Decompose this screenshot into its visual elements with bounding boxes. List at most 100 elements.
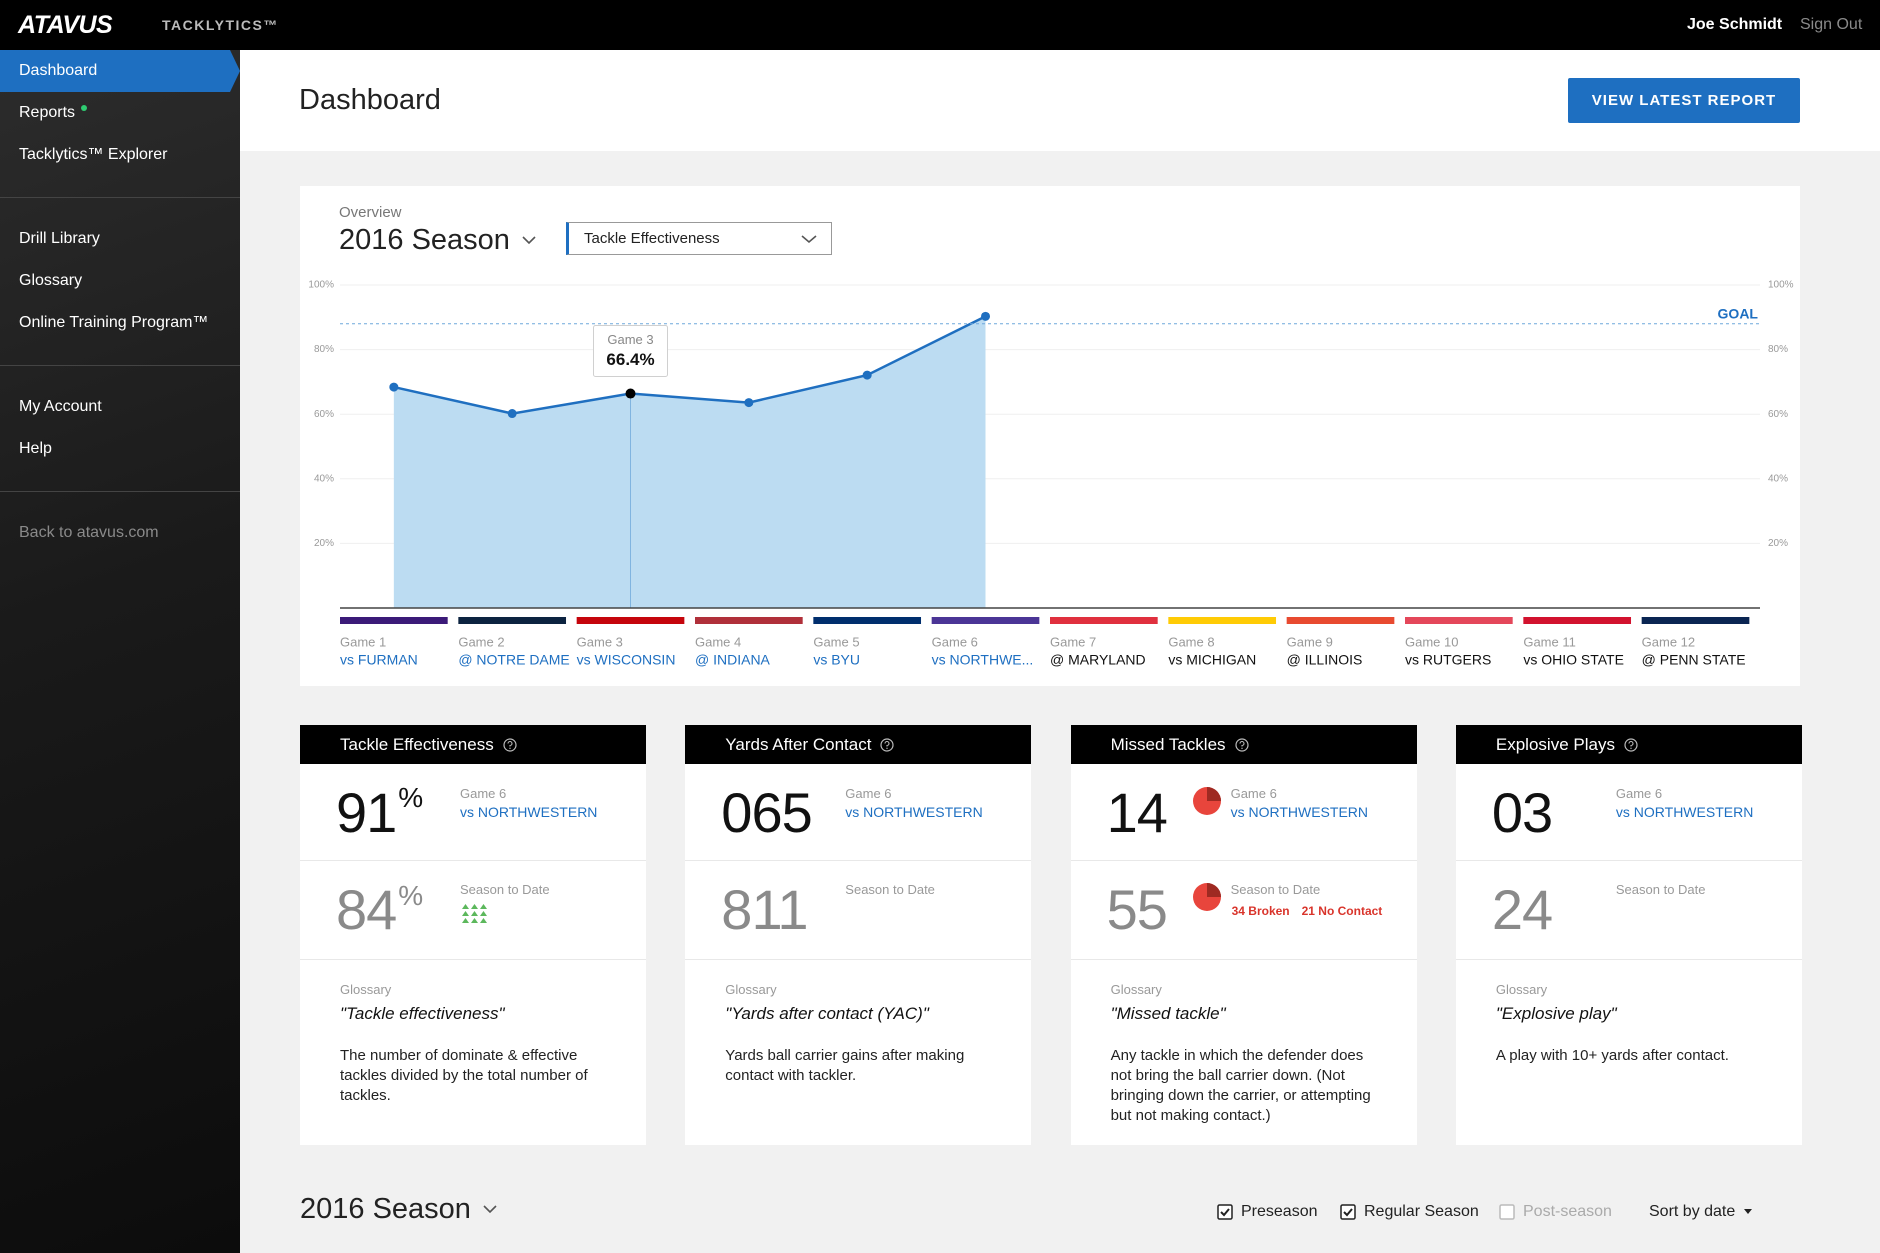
stat-card-title: Explosive Plays xyxy=(1495,734,1615,754)
pie-wedge xyxy=(1206,883,1221,897)
point xyxy=(507,409,517,419)
stat-caption: Season to Date xyxy=(845,882,935,897)
stat-value: 55 xyxy=(1106,878,1168,941)
overview-label: Overview xyxy=(339,204,402,221)
stat-caption: Season to Date xyxy=(1230,882,1321,897)
stat-value: 03 xyxy=(1491,780,1553,844)
game-label: Game 4 xyxy=(695,634,741,649)
team-color-bar xyxy=(1405,617,1513,624)
metric-dropdown-label: Tackle Effectiveness xyxy=(584,230,720,247)
nav-item-label: Reports xyxy=(19,104,76,121)
sort-label: Sort by date xyxy=(1649,1203,1736,1220)
opponent-label: @ ILLINOIS xyxy=(1287,652,1363,668)
checkbox-check xyxy=(1220,1208,1230,1217)
nav-item[interactable]: Tacklytics™ Explorer xyxy=(19,134,167,176)
area xyxy=(393,316,986,608)
stat-row xyxy=(300,764,646,861)
game-label: Game 11 xyxy=(1523,634,1576,649)
help-mark xyxy=(507,740,513,746)
nav-item[interactable]: Dashboard xyxy=(19,50,97,92)
glossary-definition: Yards ball carrier gains after making co… xyxy=(725,1047,965,1084)
trend-triangle xyxy=(480,904,487,909)
opponent-label: vs NORTHWE... xyxy=(932,652,1034,668)
team-color-bar xyxy=(340,617,448,624)
stat-row xyxy=(1455,860,1802,960)
glossary-definition: The number of dominate & effective tackl… xyxy=(340,1047,588,1104)
product-name: TACKLYTICS™ xyxy=(162,17,279,33)
glossary-label: Glossary xyxy=(1110,982,1162,997)
help-icon xyxy=(1234,737,1249,752)
help-dot xyxy=(509,747,511,749)
glossary-label: Glossary xyxy=(1495,982,1548,997)
stat-card: Missed Tackles 14 Game 6 vs NORTHWESTERN 55 S… xyxy=(1070,725,1417,1145)
metric-dropdown[interactable]: Tackle Effectiveness xyxy=(566,222,832,255)
nav-item[interactable]: My Account xyxy=(19,386,102,428)
glossary-label: Glossary xyxy=(725,982,777,997)
checkbox-box xyxy=(1217,1204,1233,1220)
nav-item[interactable]: Help xyxy=(19,428,52,470)
line xyxy=(393,315,987,415)
game-label: Game 10 xyxy=(1405,634,1458,649)
stat-row xyxy=(300,860,646,960)
trend-triangle xyxy=(480,918,487,923)
nav-item[interactable]: Glossary xyxy=(19,260,82,302)
team-color-bar xyxy=(1168,617,1277,624)
opponent-label: vs RUTGERS xyxy=(1405,652,1491,668)
pie-wedge xyxy=(1206,787,1221,801)
season-selector[interactable]: 2016 Season xyxy=(339,222,538,258)
opponent-label: @ NOTRE DAME xyxy=(458,652,569,668)
nav-item-label: Online Training Program™ xyxy=(19,314,209,331)
opponent-label: @ INDIANA xyxy=(695,652,771,668)
help-circle xyxy=(1234,737,1249,752)
nav-separator xyxy=(0,491,240,492)
opponent-label: vs OHIO STATE xyxy=(1523,652,1624,668)
stat-card: Yards After Contact 065 Game 6 vs NORTHWEST… xyxy=(685,725,1032,1145)
page-title: Dashboard xyxy=(299,84,441,116)
game-label: Game 6 xyxy=(932,634,978,649)
nav-item-label: Tacklytics™ Explorer xyxy=(19,146,168,163)
sort-caret xyxy=(1744,1209,1753,1214)
trend-triangle xyxy=(462,911,469,916)
tooltip-value: 66.4% xyxy=(606,350,654,369)
nav-footer-link[interactable]: Back to atavus.com xyxy=(19,524,159,541)
y2-tick-label: 100% xyxy=(1768,280,1794,291)
nav-item[interactable]: Reports xyxy=(19,92,88,134)
nav-item[interactable]: Drill Library xyxy=(19,218,100,260)
tooltip-title: Game 3 xyxy=(607,332,653,347)
stat-value: 811 xyxy=(721,878,808,941)
trend-triangle xyxy=(462,904,469,909)
game-label: Game 9 xyxy=(1287,634,1333,649)
goal-label: GOAL xyxy=(1718,305,1759,321)
stat-value-box: 91% xyxy=(336,764,423,860)
stat-row xyxy=(1070,764,1417,861)
y-tick-label: 40% xyxy=(314,473,334,484)
stat-value: 84 xyxy=(336,878,397,941)
stat-caption: Game 6 xyxy=(1230,786,1277,801)
season-title: 2016 Season xyxy=(339,223,510,256)
stat-unit: % xyxy=(398,879,424,911)
nav-item-label: Help xyxy=(19,440,52,457)
nav-badge xyxy=(81,105,88,111)
pie-icon xyxy=(1192,787,1221,815)
stat-caption: Game 6 xyxy=(1615,786,1663,801)
nav-item[interactable]: Online Training Program™ xyxy=(19,302,208,344)
sign-out[interactable]: Sign Out xyxy=(1800,16,1863,33)
nav-separator xyxy=(0,197,240,198)
user-name[interactable]: Joe Schmidt xyxy=(1687,16,1783,33)
stat-row xyxy=(685,764,1032,861)
sort-control[interactable]: Sort by date xyxy=(1649,1201,1756,1223)
season-list-header[interactable]: 2016 Season xyxy=(300,1191,499,1227)
game-label: Game 3 xyxy=(577,634,623,649)
filter-checkbox[interactable]: Regular Season xyxy=(1340,1201,1479,1223)
filter-checkbox[interactable]: Preseason xyxy=(1217,1201,1318,1223)
trend-icon xyxy=(462,904,487,923)
stat-opponent: vs NORTHWESTERN xyxy=(1615,804,1754,820)
help-dot xyxy=(1630,747,1632,749)
opponent-label: @ PENN STATE xyxy=(1642,652,1746,668)
breakdown-item: 34 Broken xyxy=(1231,904,1290,918)
view-report-button[interactable]: VIEW LATEST REPORT xyxy=(1568,78,1800,123)
stat-card-header: Tackle Effectiveness xyxy=(300,725,646,764)
filter-checkbox[interactable]: Post-season xyxy=(1499,1201,1612,1223)
breakdown-item: 21 No Contact xyxy=(1301,904,1383,918)
